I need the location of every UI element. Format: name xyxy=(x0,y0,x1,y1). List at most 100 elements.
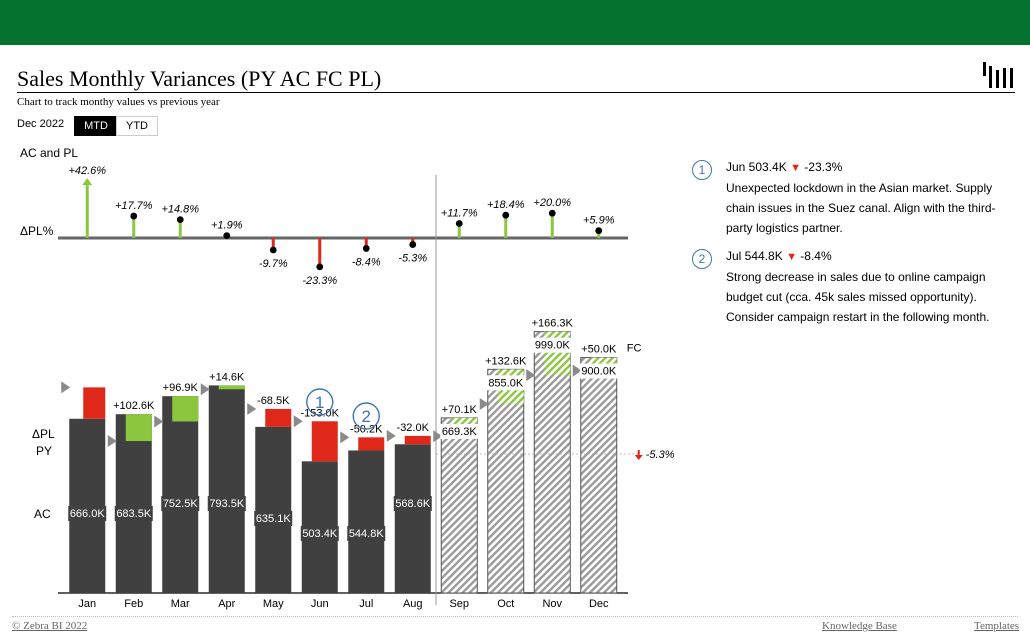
value-label-bg-oct xyxy=(486,375,525,391)
lollipop-label-jul: -8.4% xyxy=(352,256,381,268)
comment-2: 2 Jul 544.8K ▼ -8.4% Strong decrease in … xyxy=(692,246,1012,327)
value-label-bg-aug xyxy=(393,496,432,511)
chart-callout-number-1: 1 xyxy=(315,393,324,412)
category-label-aug: Aug xyxy=(403,598,423,610)
py-row-label: PY xyxy=(36,444,52,458)
value-label-may: 635.1K xyxy=(256,513,292,525)
py-marker-may xyxy=(247,402,257,415)
comment-2-heading: Jul 544.8K xyxy=(726,249,783,263)
value-label-sep: 669.3K xyxy=(442,426,478,438)
py-marker-jan xyxy=(61,381,71,394)
py-marker-jun xyxy=(293,415,303,428)
callout-number-2: 2 xyxy=(692,249,712,269)
lollipop-label-aug: -5.3% xyxy=(398,253,427,265)
value-label-bg-feb xyxy=(114,506,153,521)
bar-oct xyxy=(487,368,525,594)
delta-pl-row-label: ΔPL xyxy=(32,427,55,441)
py-marker-mar xyxy=(154,415,164,428)
category-label-feb: Feb xyxy=(124,598,143,610)
ac-row-label: AC xyxy=(34,507,51,521)
lollipop-label-apr: +1.9% xyxy=(211,220,243,232)
top-banner xyxy=(0,0,1030,45)
knowledge-base-link[interactable]: Knowledge Base xyxy=(822,620,897,632)
py-marker-dec xyxy=(572,364,582,377)
py-marker-nov xyxy=(526,369,536,382)
category-label-jan: Jan xyxy=(78,598,96,610)
lollipop-dot-mar xyxy=(176,216,184,224)
value-label-bg-jun xyxy=(300,526,339,541)
bar-jul xyxy=(348,450,385,593)
lollipop-dot-oct xyxy=(502,211,510,219)
copyright-text: © Zebra BI 2022 xyxy=(12,620,88,632)
down-triangle-icon: ▼ xyxy=(786,251,797,263)
comment-1-heading: Jun 503.4K xyxy=(726,160,787,174)
value-label-bg-jan xyxy=(68,506,107,521)
value-label-oct: 855.0K xyxy=(488,377,524,389)
value-label-bg-may xyxy=(254,511,293,526)
value-label-jun: 503.4K xyxy=(302,528,338,540)
value-label-bg-apr xyxy=(207,496,246,511)
bar-feb xyxy=(115,414,152,593)
lollipop-label-oct: +18.4% xyxy=(487,199,525,211)
variance-label-dec: +50.0K xyxy=(581,344,617,356)
variance-label-sep: +70.1K xyxy=(442,404,478,416)
value-label-nov: 999.0K xyxy=(535,340,571,352)
variance-feb xyxy=(125,414,152,442)
bar-jan xyxy=(69,418,106,593)
py-marker-jul xyxy=(340,431,350,444)
lollipop-arrow-jan xyxy=(82,178,93,186)
lollipop-label-may: -9.7% xyxy=(259,258,288,270)
bar-aug xyxy=(394,444,431,593)
top-axis-line xyxy=(58,236,628,240)
variance-aug xyxy=(404,435,431,445)
fc-row-label: FC xyxy=(627,343,642,355)
chart-callout-circle-2 xyxy=(352,402,380,430)
total-variance-arrow-icon xyxy=(634,455,643,460)
variance-jan xyxy=(83,387,106,419)
comment-1-delta: -23.3% xyxy=(804,160,843,174)
chart-callout-number-2: 2 xyxy=(362,407,371,426)
variance-label-aug: -32.0K xyxy=(397,422,430,434)
category-label-nov: Nov xyxy=(542,598,562,610)
py-marker-oct xyxy=(479,398,489,411)
total-variance-label: -5.3% xyxy=(646,449,675,461)
period-label: Dec 2022 xyxy=(17,118,65,130)
category-label-sep: Sep xyxy=(449,598,469,610)
footer-divider xyxy=(12,616,1018,617)
variance-apr xyxy=(218,385,245,390)
category-label-may: May xyxy=(263,598,284,610)
variance-may xyxy=(265,408,292,427)
value-label-bg-mar xyxy=(161,496,200,511)
ytd-button[interactable]: YTD xyxy=(116,116,158,136)
callout-number-1: 1 xyxy=(692,160,712,180)
py-marker-feb xyxy=(107,435,117,448)
bar-apr xyxy=(208,385,245,593)
value-label-bg-dec xyxy=(579,363,618,379)
lollipop-dot-apr xyxy=(223,232,231,240)
variance-label-feb: +102.6K xyxy=(113,400,155,412)
comment-1: 1 Jun 503.4K ▼ -23.3% Unexpected lockdow… xyxy=(692,157,1012,238)
value-label-bg-jul xyxy=(347,526,386,541)
lollipop-label-dec: +5.9% xyxy=(583,215,615,227)
lollipop-dot-jul xyxy=(362,245,370,252)
py-marker-sep xyxy=(433,430,443,443)
category-label-mar: Mar xyxy=(171,598,190,610)
templates-link[interactable]: Templates xyxy=(974,620,1020,632)
lollipop-dot-dec xyxy=(595,227,603,235)
bar-mar xyxy=(162,396,199,593)
lollipop-dot-aug xyxy=(409,241,417,248)
comment-2-text: Strong decrease in sales due to online c… xyxy=(726,270,990,324)
lollipop-dot-sep xyxy=(455,220,463,227)
comment-2-delta: -8.4% xyxy=(800,249,832,263)
category-label-apr: Apr xyxy=(218,598,235,610)
category-label-oct: Oct xyxy=(497,598,514,610)
comments-panel: 1 Jun 503.4K ▼ -23.3% Unexpected lockdow… xyxy=(692,157,1012,335)
lollipop-label-nov: +20.0% xyxy=(533,197,571,209)
lollipop-dot-jun xyxy=(316,263,324,271)
zebra-bi-logo-icon xyxy=(983,62,1013,88)
down-triangle-icon: ▼ xyxy=(790,162,801,174)
value-label-jan: 666.0K xyxy=(70,508,106,520)
bar-dec xyxy=(580,357,618,594)
lollipop-label-mar: +14.8% xyxy=(161,204,199,216)
